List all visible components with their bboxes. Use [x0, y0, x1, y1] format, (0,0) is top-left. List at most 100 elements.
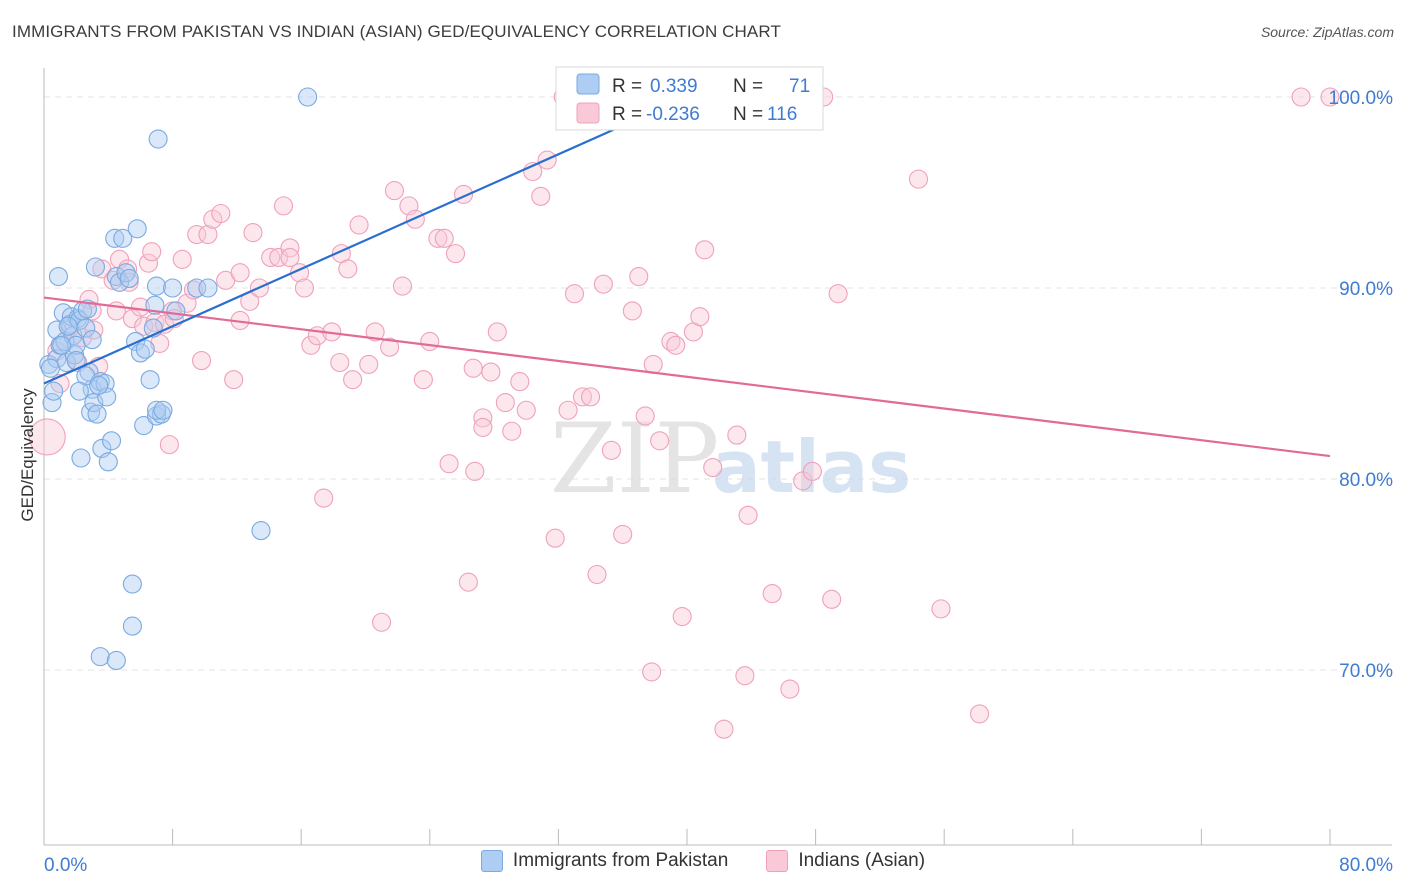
tick-labels: 70.0% 80.0% 90.0% 100.0% 0.0% 80.0%	[44, 88, 1393, 876]
data-point	[140, 370, 160, 390]
data-point	[40, 358, 60, 378]
data-point	[908, 169, 929, 189]
data-point	[110, 272, 130, 292]
data-point	[580, 387, 601, 407]
y-tick-label: 100.0%	[1329, 88, 1394, 109]
data-point	[69, 381, 89, 401]
data-point	[251, 521, 271, 541]
data-point	[735, 666, 755, 686]
data-point	[116, 263, 136, 283]
data-point	[28, 418, 66, 456]
data-point	[119, 268, 139, 289]
legend-swatch-indians-asian	[766, 850, 789, 872]
data-point	[703, 457, 723, 478]
data-point	[153, 400, 173, 420]
data-point	[130, 297, 150, 317]
y-tick-label: 90.0%	[1339, 279, 1393, 300]
data-point	[191, 351, 212, 371]
data-point	[280, 238, 300, 258]
data-point	[413, 370, 433, 390]
data-point	[211, 203, 231, 224]
data-point	[172, 249, 192, 269]
data-point	[90, 647, 110, 667]
data-point	[298, 87, 318, 107]
legend-item-pakistan[interactable]: Immigrants from Pakistan	[480, 850, 728, 872]
data-point	[384, 181, 404, 201]
data-point	[642, 662, 662, 682]
data-point	[294, 278, 314, 298]
correlation-legend: R = 0.339 N = 71 R = -0.236 N = 116	[555, 66, 824, 131]
data-point	[780, 679, 800, 699]
data-point	[672, 606, 692, 627]
data-point	[280, 247, 300, 267]
data-point	[183, 280, 204, 300]
data-point	[643, 354, 663, 374]
data-point	[481, 362, 501, 382]
chart-title: IMMIGRANTS FROM PAKISTAN VS INDIAN (ASIA…	[12, 22, 781, 41]
series-indians-asian	[28, 87, 1340, 739]
legend-r-value-pink: -0.236	[646, 104, 700, 125]
data-point	[372, 612, 392, 632]
data-point	[89, 375, 109, 395]
data-point	[314, 488, 334, 508]
series-legend: Immigrants from Pakistan Indians (Asian)	[0, 850, 1406, 872]
data-point	[343, 370, 363, 390]
data-point	[365, 322, 385, 342]
legend-item-indians-asian[interactable]: Indians (Asian)	[766, 850, 925, 872]
data-point	[82, 330, 102, 350]
legend-r-label-blue: R =	[612, 76, 642, 97]
data-point	[98, 452, 118, 472]
data-point	[690, 307, 710, 327]
legend-r-value-blue: 0.339	[650, 76, 698, 97]
data-point	[187, 278, 207, 298]
legend-n-value-blue: 71	[789, 76, 810, 97]
data-point	[635, 406, 655, 426]
legend-swatch-pink	[576, 102, 600, 124]
data-point	[572, 387, 593, 407]
legend-r-label-pink: R =	[612, 104, 642, 125]
data-point	[558, 400, 578, 420]
data-point	[1320, 87, 1340, 107]
data-point	[793, 471, 813, 491]
data-point	[531, 186, 551, 206]
data-point	[650, 431, 670, 451]
data-point	[349, 215, 369, 235]
data-point	[224, 370, 244, 390]
axes	[43, 68, 1392, 846]
data-point	[198, 278, 218, 298]
data-point	[428, 228, 448, 248]
data-point	[71, 448, 91, 468]
watermark-zip: ZIP	[550, 403, 719, 515]
data-point	[230, 263, 250, 283]
data-point	[502, 421, 522, 441]
data-point	[359, 354, 379, 374]
legend-swatch-blue	[576, 73, 600, 95]
data-point	[134, 316, 154, 336]
data-point	[84, 320, 104, 340]
x-tick-label: 80.0%	[1339, 855, 1393, 876]
data-point	[473, 417, 493, 437]
data-point	[487, 322, 507, 342]
data-point	[622, 301, 642, 321]
y-axis-label: GED/Equivalency	[18, 388, 37, 522]
data-point	[970, 704, 990, 724]
data-point	[434, 228, 454, 248]
data-point	[738, 505, 758, 525]
data-point	[301, 335, 321, 355]
data-point	[142, 242, 162, 262]
data-point	[762, 584, 782, 604]
data-point	[261, 247, 281, 267]
data-point	[138, 253, 159, 273]
data-point	[931, 599, 951, 619]
grid-lines	[44, 96, 1390, 671]
data-point	[802, 461, 822, 481]
data-point	[122, 574, 142, 594]
data-point	[587, 564, 607, 585]
data-point	[85, 257, 105, 277]
data-point	[146, 276, 167, 296]
data-point	[187, 224, 207, 245]
data-point	[380, 337, 400, 357]
data-point	[134, 415, 154, 436]
data-point	[666, 335, 686, 355]
